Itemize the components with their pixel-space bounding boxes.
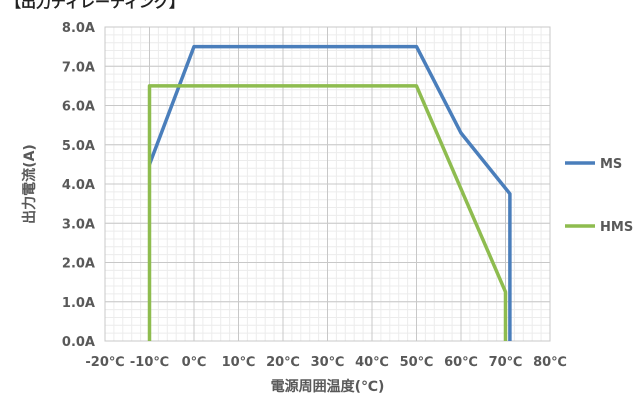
series-line-hms (147, 84, 508, 341)
series-layer (147, 44, 512, 341)
x-tick-label: 30℃ (311, 355, 345, 370)
x-tick-label: 40℃ (355, 355, 389, 370)
x-tick-label: 60℃ (444, 355, 478, 370)
figure-caption: 【出力ディレーティング】 (6, 0, 185, 11)
y-tick-label: 4.0A (62, 178, 95, 193)
y-tick-label: 5.0A (62, 139, 95, 154)
y-tick-label: 7.0A (62, 60, 95, 75)
y-tick-label: 6.0A (62, 100, 95, 115)
x-tick-label: 50℃ (400, 355, 434, 370)
plot-area (104, 26, 551, 342)
y-tick-label: 0.0A (62, 335, 95, 350)
x-tick-label: 80℃ (533, 355, 567, 370)
x-tick-label: 20℃ (266, 355, 300, 370)
legend-label-hms: HMS (600, 220, 633, 235)
x-tick-label: 0℃ (182, 355, 207, 370)
x-tick-label: -20℃ (85, 355, 124, 370)
legend-label-ms: MS (600, 157, 622, 172)
x-tick-label: 10℃ (222, 355, 256, 370)
x-tick-label: -10℃ (130, 355, 169, 370)
y-tick-label: 2.0A (62, 257, 95, 272)
series-line-ms (147, 44, 512, 341)
y-axis-label: 出力電流(A) (21, 144, 38, 224)
legend: MS HMS (565, 157, 633, 235)
x-axis-label: 電源周囲温度(℃) (271, 378, 385, 395)
x-tick-label: 70℃ (489, 355, 523, 370)
x-axis-tick-labels: -20℃ -10℃ 0℃ 10℃ 20℃ 30℃ 40℃ 50℃ 60℃ 70℃ 80℃ (85, 355, 567, 370)
y-axis-tick-labels: 0.0A 1.0A 2.0A 3.0A 4.0A 5.0A 6.0A 7.0A 8.0A (62, 21, 95, 350)
y-tick-label: 1.0A (62, 296, 95, 311)
y-tick-label: 8.0A (62, 21, 95, 36)
y-tick-label: 3.0A (62, 217, 95, 232)
